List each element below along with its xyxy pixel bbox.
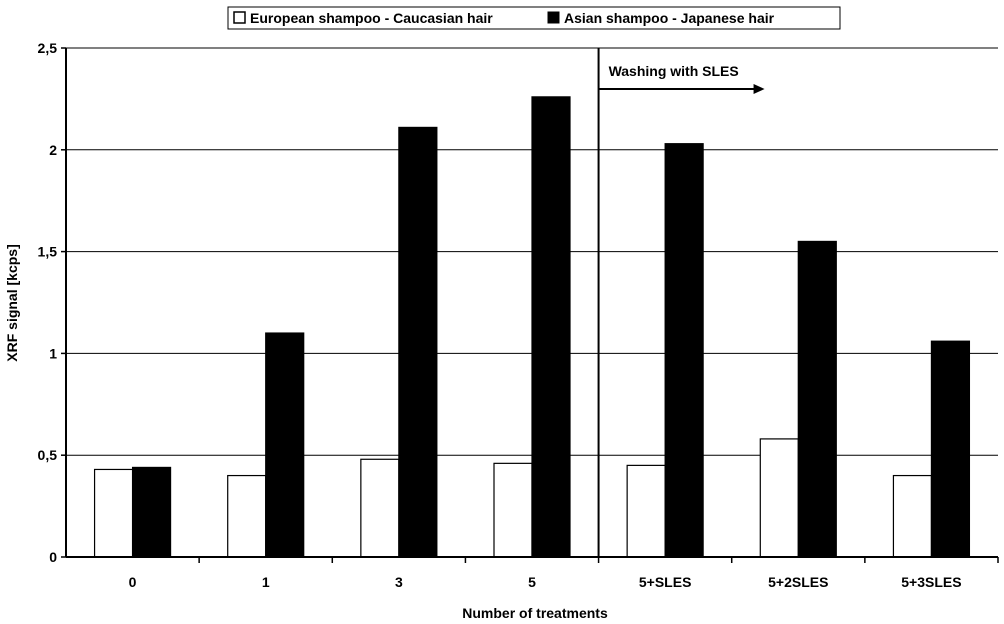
x-ticks: 0 1 3 5 5+SLES 5+2SLES 5+3SLES	[129, 557, 999, 590]
washing-arrowhead	[753, 84, 765, 94]
bar-european	[892, 474, 933, 558]
bar-asian	[398, 126, 438, 558]
y-tick-label: 0,5	[38, 447, 58, 463]
bar-european	[93, 468, 134, 558]
bar-asian	[930, 340, 971, 558]
x-tick-label: 5+2SLES	[768, 574, 828, 590]
legend: European shampoo - Caucasian hair Asian …	[227, 6, 841, 30]
bars	[93, 96, 971, 558]
y-tick-label: 1	[49, 345, 57, 361]
x-tick-label: 5	[528, 574, 536, 590]
legend-label-european: European shampoo - Caucasian hair	[250, 10, 493, 26]
y-axis-title: XRF signal [kcps]	[4, 244, 20, 361]
bar-asian	[131, 466, 172, 558]
x-axis-title: Number of treatments	[462, 605, 608, 621]
y-ticks: 0 0,5 1 1,5 2 2,5	[38, 40, 66, 565]
x-tick-label: 0	[129, 574, 137, 590]
legend-swatch-european	[233, 11, 246, 24]
y-tick-label: 1,5	[38, 244, 58, 260]
bar-asian	[797, 240, 837, 558]
x-tick-label: 3	[395, 574, 403, 590]
bar-european	[360, 458, 400, 558]
x-tick-label: 1	[262, 574, 270, 590]
bar-asian	[531, 96, 571, 558]
x-tick-label: 5+SLES	[639, 574, 692, 590]
legend-swatch-asian	[547, 11, 560, 24]
washing-annotation-label: Washing with SLES	[609, 63, 739, 79]
x-tick-label: 5+3SLES	[901, 574, 961, 590]
y-tick-label: 2,5	[38, 40, 58, 56]
bar-european	[493, 462, 533, 558]
bar-european	[759, 438, 799, 558]
y-tick-label: 0	[49, 549, 57, 565]
bar-asian	[664, 143, 704, 558]
axes	[65, 48, 998, 558]
legend-box	[227, 6, 841, 30]
bar-european	[626, 464, 666, 558]
y-tick-label: 2	[49, 142, 57, 158]
washing-annotation: Washing with SLES	[597, 48, 765, 557]
bar-european	[227, 474, 267, 558]
bar-asian	[265, 332, 305, 558]
legend-label-asian: Asian shampoo - Japanese hair	[564, 10, 775, 26]
